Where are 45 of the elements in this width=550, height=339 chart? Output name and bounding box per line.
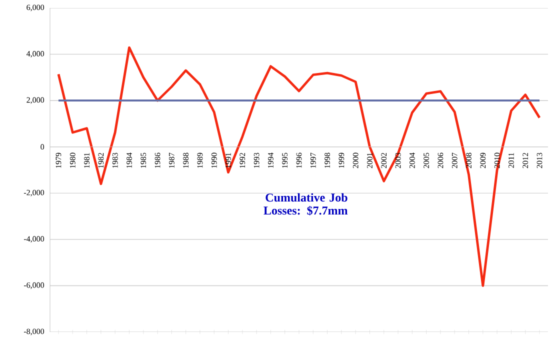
x-tick-label: 2000 [352, 152, 358, 168]
x-tick-label: 1979 [56, 152, 62, 168]
x-tick-label: 1996 [296, 152, 302, 168]
y-tick-label: 0 [40, 144, 44, 150]
x-tick-label: 1984 [126, 152, 132, 168]
x-tick-label: 1998 [324, 152, 330, 168]
x-tick-label: 2005 [424, 152, 430, 168]
x-tick-label: 2012 [522, 152, 528, 168]
x-tick-label: 2003 [395, 152, 401, 168]
x-tick-label: 1987 [168, 152, 174, 168]
y-tick-label: -6,000 [24, 282, 44, 289]
x-tick-label: 1992 [240, 152, 246, 168]
x-tick-label: 2011 [508, 153, 514, 168]
x-tick-label: 1981 [84, 153, 90, 168]
x-tick-label: 1988 [183, 152, 189, 168]
y-tick-label: -8,000 [24, 328, 44, 336]
x-tick-label: 1980 [70, 152, 76, 168]
x-tick-label: 2010 [494, 152, 500, 168]
x-tick-label: 2009 [480, 152, 486, 168]
annotation: Cumulative Job Losses: $7.7mm [264, 193, 348, 216]
x-tick-label: 2008 [466, 152, 472, 168]
x-tick-label: 2004 [409, 152, 415, 168]
x-tick-label: 1990 [211, 152, 217, 168]
y-tick-label: 2,000 [26, 97, 44, 104]
x-tick-label: 1983 [112, 152, 118, 168]
x-tick-label: 1994 [268, 152, 274, 168]
x-tick-label: 1999 [338, 152, 344, 168]
y-tick-label: -2,000 [24, 190, 44, 196]
x-tick-label: 1995 [282, 152, 288, 168]
x-tick-label: 1986 [154, 152, 160, 168]
x-tick-label: 2001 [367, 153, 372, 168]
x-tick-label: 1997 [310, 152, 316, 168]
y-tick-label: -4,000 [24, 236, 44, 243]
x-tick-label: 2006 [438, 152, 444, 168]
x-tick-label: 1982 [98, 152, 104, 168]
y-tick-label: 4,000 [26, 51, 44, 58]
x-tick-label: 2007 [452, 152, 458, 168]
x-tick-label: 1985 [140, 152, 146, 168]
y-tick-label: 6,000 [26, 4, 44, 12]
x-tick-label: 2002 [381, 152, 387, 168]
x-tick-label: 1991 [226, 153, 231, 168]
x-tick-label: 1993 [254, 152, 260, 168]
line-series [57, 46, 541, 287]
x-tick-label: 2013 [536, 152, 542, 168]
x-tick-label: 1989 [197, 152, 203, 168]
